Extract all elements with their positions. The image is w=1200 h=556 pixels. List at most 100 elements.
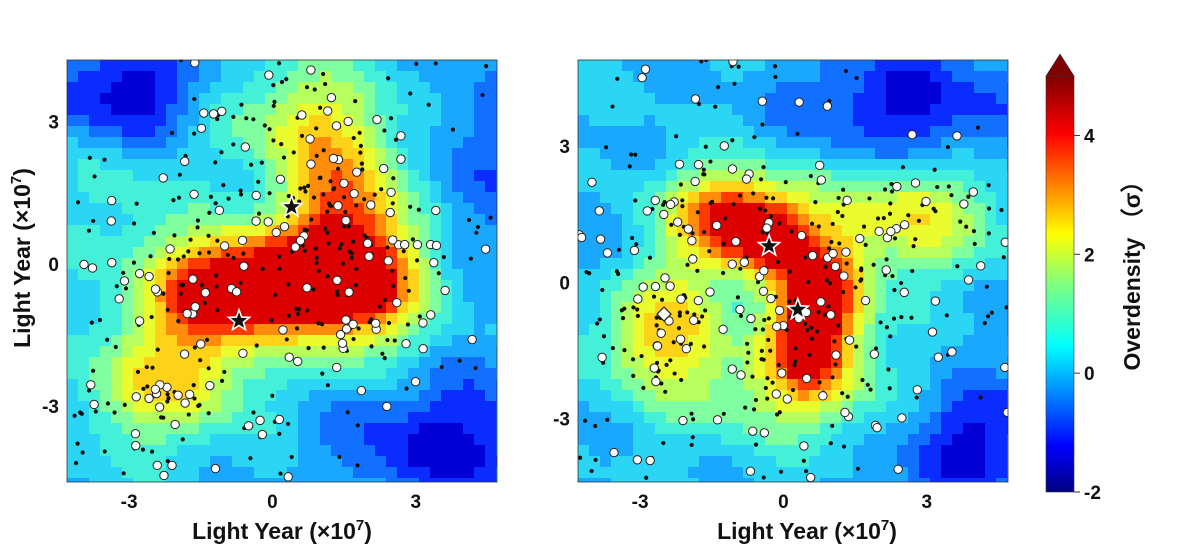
left-density-cell	[67, 159, 79, 171]
left-galaxy-open-circle	[323, 106, 333, 116]
left-galaxy-dot	[231, 142, 236, 147]
left-density-cell	[265, 368, 277, 380]
left-galaxy-dot	[311, 287, 316, 292]
right-density-cell	[644, 434, 656, 446]
right-density-cell	[985, 335, 997, 347]
left-density-cell	[353, 159, 365, 171]
left-density-cell	[265, 346, 277, 358]
left-density-cell	[386, 148, 398, 160]
right-density-cell	[699, 280, 711, 292]
left-density-cell	[122, 115, 134, 127]
left-density-cell	[243, 236, 255, 248]
right-density-cell	[611, 357, 623, 369]
left-density-cell	[155, 93, 167, 105]
left-y-axis-title: Light Year (×107)	[8, 168, 35, 348]
left-density-cell	[320, 379, 332, 391]
right-density-cell	[699, 313, 711, 325]
left-density-cell	[188, 313, 200, 325]
right-density-cell	[611, 346, 623, 358]
right-density-cell	[677, 302, 689, 314]
left-density-cell	[408, 104, 420, 116]
left-galaxy-dot	[86, 388, 92, 393]
left-density-cell	[353, 214, 365, 226]
left-density-cell	[89, 93, 101, 105]
right-density-cell	[699, 445, 711, 457]
left-galaxy-open-circle	[382, 401, 392, 412]
left-density-cell	[408, 214, 420, 226]
right-density-cell	[886, 445, 898, 457]
left-density-cell	[89, 236, 101, 248]
left-density-cell	[122, 357, 134, 369]
left-density-cell	[100, 269, 112, 281]
left-density-cell	[111, 445, 123, 457]
left-galaxy-dot	[72, 413, 77, 418]
right-density-cell	[787, 181, 799, 193]
right-galaxy-open-circle	[594, 206, 604, 216]
left-density-cell	[276, 456, 288, 468]
right-density-cell	[853, 192, 865, 204]
left-density-cell	[342, 379, 354, 391]
left-galaxy-dot	[286, 193, 291, 199]
left-density-cell	[177, 302, 189, 314]
left-galaxy-open-circle	[341, 324, 352, 334]
left-galaxy-open-circle	[173, 390, 183, 400]
right-density-cell	[842, 368, 854, 380]
left-galaxy-dot	[385, 337, 390, 343]
left-density-cell	[320, 214, 332, 226]
right-density-cell	[963, 225, 975, 237]
left-density-cell	[309, 181, 321, 193]
right-density-cell	[809, 357, 821, 369]
left-density-cell	[254, 225, 266, 237]
left-galaxy-dot	[294, 326, 300, 331]
right-density-cell	[633, 467, 645, 479]
right-density-cell	[864, 401, 876, 413]
left-density-cell	[265, 401, 277, 413]
right-galaxy-dot	[829, 239, 834, 245]
left-density-cell	[353, 236, 365, 248]
left-density-cell	[386, 269, 398, 281]
right-density-cell	[743, 269, 755, 281]
right-density-cell	[721, 60, 733, 72]
left-density-cell	[331, 269, 343, 281]
left-density-cell	[463, 324, 475, 336]
right-density-cell	[952, 203, 964, 215]
right-galaxy-dot	[593, 423, 598, 429]
right-density-cell	[754, 445, 766, 457]
left-density-cell	[287, 214, 299, 226]
right-density-cell	[622, 225, 634, 237]
left-galaxy-dot	[225, 252, 230, 258]
right-galaxy-dot	[843, 68, 848, 74]
left-galaxy-open-circle	[341, 315, 351, 325]
right-density-cell	[1007, 71, 1008, 83]
right-galaxy-dot	[881, 216, 886, 221]
right-density-cell	[710, 247, 722, 259]
left-density-cell	[243, 225, 255, 237]
right-density-cell	[963, 104, 975, 116]
left-density-cell	[463, 137, 475, 149]
right-density-cell	[820, 192, 832, 204]
right-density-cell	[886, 335, 898, 347]
right-density-cell	[1007, 60, 1008, 72]
left-density-cell	[155, 313, 167, 325]
left-density-cell	[177, 203, 189, 215]
right-galaxy-dot	[826, 304, 831, 309]
right-density-cell	[633, 379, 645, 391]
left-density-cell	[397, 258, 409, 270]
left-density-cell	[364, 126, 376, 138]
right-density-cell	[820, 71, 832, 83]
left-galaxy-open-circle	[89, 399, 99, 410]
right-galaxy-dot	[763, 385, 768, 391]
left-density-cell	[265, 137, 277, 149]
left-density-cell	[133, 60, 145, 72]
right-density-cell	[710, 93, 722, 105]
left-density-cell	[188, 412, 200, 424]
left-density-cell	[397, 181, 409, 193]
left-density-cell	[265, 247, 277, 259]
right-density-cell	[611, 401, 623, 413]
right-density-cell	[644, 467, 656, 479]
right-density-cell	[787, 390, 799, 402]
right-density-cell	[743, 390, 755, 402]
left-density-cell	[188, 203, 200, 215]
left-density-cell	[485, 445, 497, 457]
right-density-cell	[732, 148, 744, 160]
